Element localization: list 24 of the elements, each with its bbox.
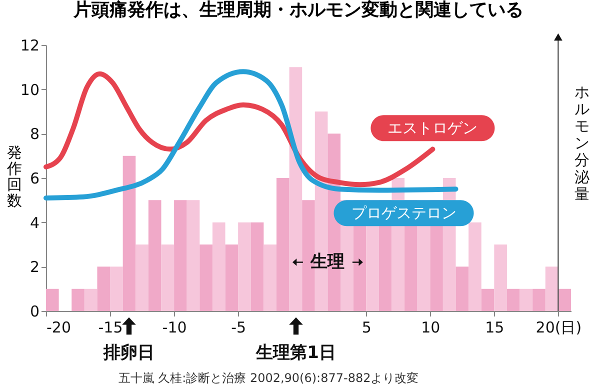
y-tick-label: 10 <box>20 80 40 99</box>
x-tick-label: -5 <box>231 318 246 336</box>
chart-title: 片頭痛発作は、生理周期・ホルモン変動と関連している <box>72 0 524 20</box>
y-tick-label: 2 <box>30 258 40 276</box>
x-tick-label: 20(日) <box>536 318 582 336</box>
y-tick-label: 8 <box>30 125 40 144</box>
text: 生理第1日 <box>255 343 336 363</box>
text: 排卵日 <box>102 343 154 363</box>
x-tick-label: -20 <box>46 318 71 336</box>
x-tick-label: 5 <box>362 318 372 336</box>
x-tick-label: 10 <box>421 318 440 336</box>
y-tick-label: 6 <box>30 170 40 188</box>
series-label: プロゲステロン <box>351 204 456 222</box>
y-tick-label: 4 <box>30 214 40 232</box>
y2-axis-title: ホルモン分泌量 <box>574 83 590 203</box>
text: 五十嵐 久桂:診断と治療 2002,90(6):877-882より改変 <box>118 371 419 385</box>
y-axis-title: 発作回数 <box>6 144 22 210</box>
x-tick-label: 15 <box>485 318 504 336</box>
x-tick-label: -10 <box>162 318 187 336</box>
annotation: 生理 <box>310 252 345 272</box>
series-label: エストロゲン <box>388 119 478 138</box>
y-tick-label: 12 <box>20 36 40 54</box>
x-tick-label: -15 <box>98 318 123 336</box>
y-tick-label: 0 <box>30 302 40 320</box>
